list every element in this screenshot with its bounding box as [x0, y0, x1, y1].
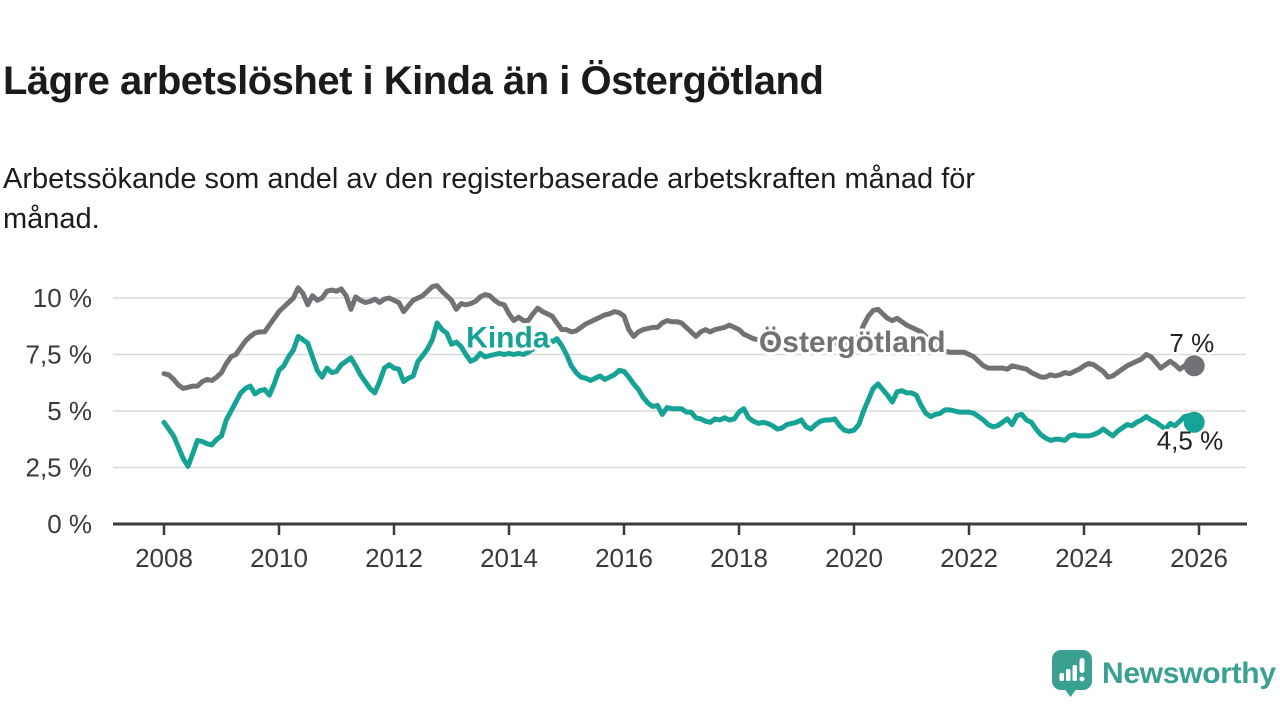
series-label-östergötland: Östergötland: [759, 326, 946, 359]
x-tick-label: 2024: [1055, 543, 1113, 573]
end-dot-kinda: [1183, 411, 1205, 433]
newsworthy-chart-bubble-icon: [1052, 650, 1092, 697]
chart-subtitle: Arbetssökande som andel av den registerb…: [3, 159, 1223, 239]
page-title: Lägre arbetslöshet i Kinda än i Östergöt…: [3, 58, 824, 103]
end-value-label-östergötland: 7 %: [1169, 328, 1214, 358]
x-tick-label: 2016: [595, 543, 653, 573]
x-tick-label: 2022: [940, 543, 998, 573]
x-tick-label: 2014: [480, 543, 538, 573]
x-tick-label: 2010: [250, 543, 308, 573]
y-tick-label: 7,5 %: [26, 340, 93, 370]
x-tick-label: 2020: [825, 543, 883, 573]
y-tick-label: 5 %: [47, 396, 92, 426]
series-line-kinda: [161, 320, 1197, 469]
newsworthy-logo: Newsworthy: [1052, 650, 1276, 698]
y-tick-label: 10 %: [33, 283, 92, 313]
y-tick-label: 2,5 %: [26, 453, 93, 483]
x-tick-label: 2012: [365, 543, 423, 573]
newsworthy-wordmark: Newsworthy: [1102, 657, 1276, 690]
subtitle-line-1: Arbetssökande som andel av den registerb…: [3, 163, 976, 195]
y-tick-label: 0 %: [47, 509, 92, 539]
x-tick-label: 2018: [710, 543, 768, 573]
subtitle-line-2: månad.: [3, 203, 100, 235]
series-line-östergötland: [161, 283, 1197, 391]
x-tick-label: 2008: [135, 543, 193, 573]
x-tick-label: 2026: [1170, 543, 1228, 573]
end-dot-östergötland: [1183, 355, 1205, 377]
series-label-kinda: Kinda: [466, 322, 550, 355]
